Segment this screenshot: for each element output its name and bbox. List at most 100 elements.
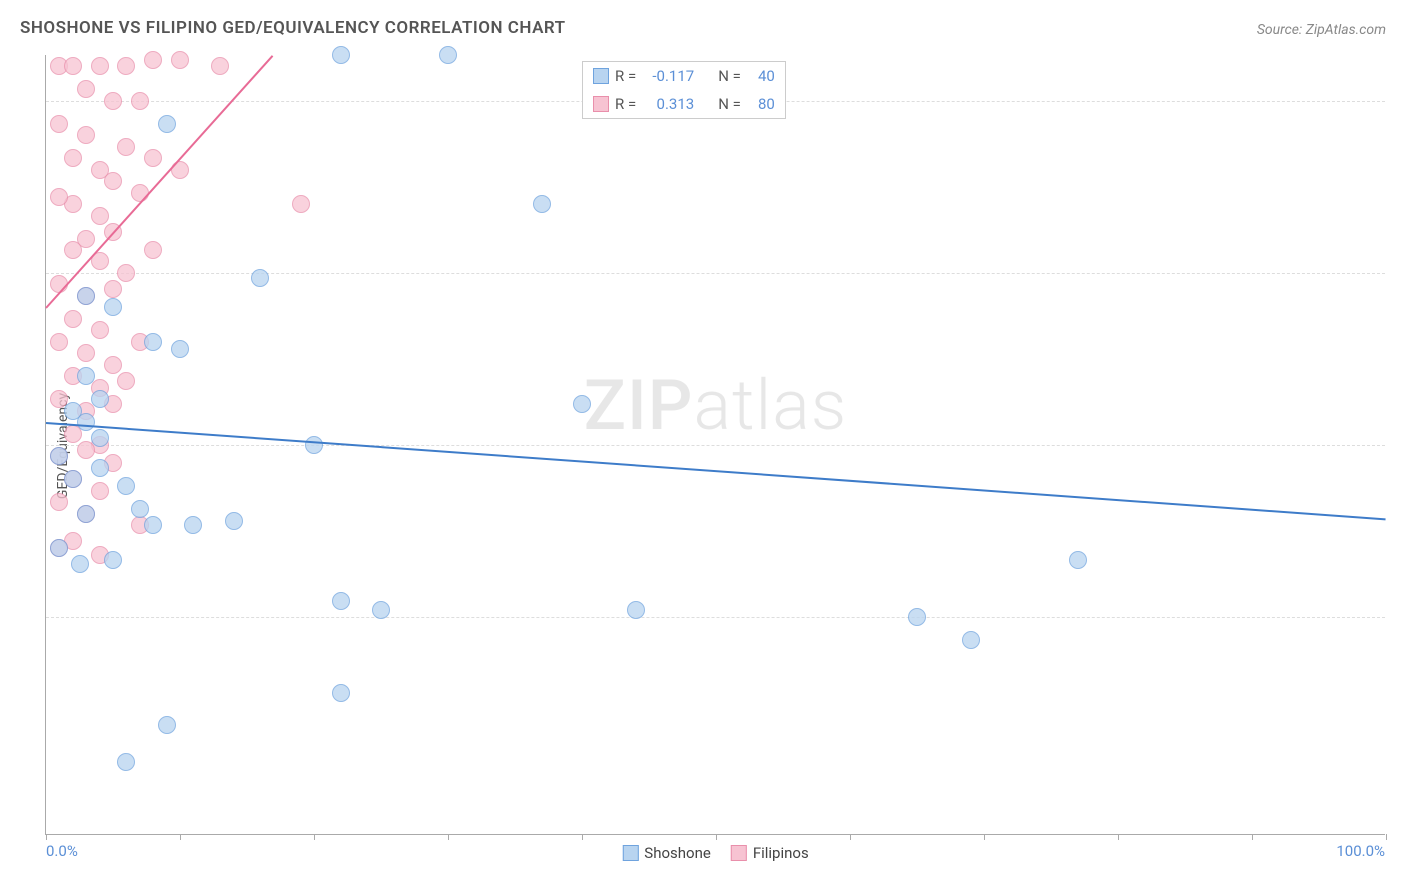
data-point [50, 493, 68, 511]
data-point [332, 592, 350, 610]
data-point [305, 436, 323, 454]
source-label: Source: ZipAtlas.com [1257, 22, 1386, 38]
x-tick-mark [1118, 834, 1119, 840]
data-point [171, 51, 189, 69]
data-point [104, 298, 122, 316]
r-value: -0.117 [642, 64, 694, 88]
data-point [332, 46, 350, 64]
x-tick-mark [1252, 834, 1253, 840]
n-value: 40 [747, 64, 775, 88]
data-point [184, 516, 202, 534]
gridline [46, 445, 1385, 446]
data-point [104, 280, 122, 298]
data-point [104, 92, 122, 110]
data-point [104, 356, 122, 374]
y-tick-label: 100.0% [1391, 92, 1406, 110]
stats-legend: R = -0.117 N = 40R = 0.313 N = 80 [582, 61, 786, 119]
y-tick-label: 77.5% [1391, 608, 1406, 626]
stats-legend-row: R =-0.117N =40 [583, 62, 785, 90]
data-point [171, 340, 189, 358]
data-point [211, 57, 229, 75]
trend-line [46, 422, 1386, 520]
y-tick-label: 92.5% [1391, 264, 1406, 282]
data-point [117, 477, 135, 495]
data-point [131, 184, 149, 202]
data-point [50, 115, 68, 133]
data-point [131, 500, 149, 518]
data-point [77, 80, 95, 98]
data-point [91, 321, 109, 339]
data-point [158, 115, 176, 133]
data-point [332, 684, 350, 702]
data-point [144, 333, 162, 351]
legend-label: Filipinos [753, 844, 809, 862]
data-point [627, 601, 645, 619]
data-point [225, 512, 243, 530]
data-point [77, 367, 95, 385]
x-tick-mark [314, 834, 315, 840]
data-point [50, 447, 68, 465]
data-point [91, 429, 109, 447]
x-tick-mark [1386, 834, 1387, 840]
x-tick-mark [984, 834, 985, 840]
legend-swatch [622, 845, 638, 861]
n-value: 80 [747, 92, 775, 116]
data-point [117, 753, 135, 771]
data-point [91, 57, 109, 75]
legend-swatch [593, 96, 609, 112]
stats-legend-row: R = 0.313 N = 80 [583, 90, 785, 118]
legend-label: Shoshone [644, 844, 711, 862]
watermark: ZIPatlas [584, 365, 848, 447]
x-tick-mark [850, 834, 851, 840]
series-legend: Shoshone Filipinos [622, 844, 808, 862]
x-tick-mark [448, 834, 449, 840]
data-point [533, 195, 551, 213]
data-point [64, 470, 82, 488]
n-label: N = [718, 92, 741, 116]
legend-item: Filipinos [731, 844, 809, 862]
data-point [1069, 551, 1087, 569]
data-point [71, 555, 89, 573]
data-point [117, 57, 135, 75]
chart-title: SHOSHONE VS FILIPINO GED/EQUIVALENCY COR… [20, 18, 566, 38]
data-point [77, 505, 95, 523]
data-point [77, 287, 95, 305]
data-point [91, 390, 109, 408]
data-point [292, 195, 310, 213]
data-point [64, 57, 82, 75]
data-point [117, 372, 135, 390]
data-point [962, 631, 980, 649]
data-point [50, 188, 68, 206]
x-tick-mark [180, 834, 181, 840]
data-point [91, 459, 109, 477]
gridline [46, 617, 1385, 618]
watermark-light: atlas [693, 365, 847, 447]
r-label: R = [615, 92, 636, 116]
data-point [144, 51, 162, 69]
data-point [117, 138, 135, 156]
x-tick-label: 0.0% [46, 842, 78, 860]
data-point [64, 241, 82, 259]
data-point [144, 516, 162, 534]
gridline [46, 273, 1385, 274]
data-point [251, 269, 269, 287]
data-point [77, 413, 95, 431]
x-tick-label: 100.0% [1336, 842, 1385, 860]
n-label: N = [718, 64, 741, 88]
data-point [144, 149, 162, 167]
data-point [50, 539, 68, 557]
x-tick-mark [46, 834, 47, 840]
data-point [64, 149, 82, 167]
x-tick-mark [716, 834, 717, 840]
data-point [158, 716, 176, 734]
legend-item: Shoshone [622, 844, 711, 862]
data-point [50, 333, 68, 351]
data-point [77, 344, 95, 362]
data-point [439, 46, 457, 64]
data-point [77, 126, 95, 144]
y-tick-label: 85.0% [1391, 436, 1406, 454]
data-point [91, 482, 109, 500]
data-point [117, 264, 135, 282]
r-value: 0.313 [642, 92, 694, 116]
data-point [104, 551, 122, 569]
